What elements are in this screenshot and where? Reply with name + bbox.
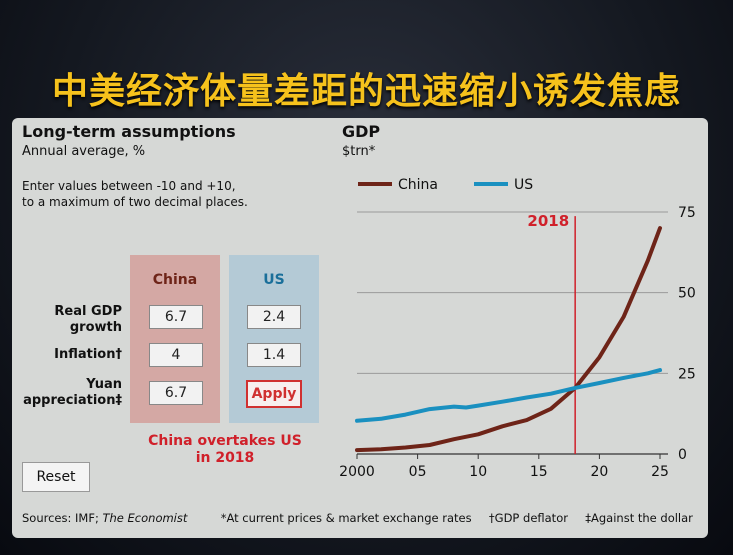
sources-prefix: Sources: IMF; — [22, 511, 103, 525]
footnote-against-dollar: ‡Against the dollar — [585, 511, 693, 525]
footer: Sources: IMF; The Economist *At current … — [22, 511, 693, 525]
china-column-header: China — [152, 272, 198, 288]
x-tick-label-2015: 15 — [530, 464, 548, 480]
y-tick-label-0: 0 — [678, 447, 687, 463]
footnote-gdp-deflator: †GDP deflator — [488, 511, 568, 525]
x-tick-label-2010: 10 — [469, 464, 487, 480]
footnote-current-prices: *At current prices & market exchange rat… — [220, 511, 472, 525]
marker-label-2018: 2018 — [527, 212, 569, 230]
apply-button[interactable]: Apply — [246, 380, 302, 408]
x-tick-label-2020: 20 — [590, 464, 608, 480]
instructions-line-1: Enter values between -10 and +10, — [22, 179, 236, 193]
legend-label-china: China — [398, 177, 438, 193]
y-tick-label-50: 50 — [678, 286, 696, 302]
row-label-gdp-growth: Real GDP growth — [54, 304, 122, 335]
y-tick-label-75: 75 — [678, 205, 696, 221]
legend-label-us: US — [514, 177, 533, 193]
us-gdp-growth-input[interactable]: 2.4 — [247, 305, 301, 329]
sources-italic: The Economist — [102, 511, 188, 525]
chart-unit: $trn* — [342, 144, 376, 159]
china-gdp-growth-input[interactable]: 6.7 — [149, 305, 203, 329]
reset-button[interactable]: Reset — [22, 462, 90, 492]
china-yuan-appreciation-input[interactable]: 6.7 — [149, 381, 203, 405]
row-label-inflation: Inflation† — [54, 347, 122, 362]
gdp-panel: Long-term assumptions Annual average, % … — [12, 118, 708, 538]
assumptions-subtitle: Annual average, % — [22, 144, 146, 159]
row-label-yuan-appreciation: Yuan appreciation‡ — [23, 377, 122, 408]
us-inflation-input[interactable]: 1.4 — [247, 343, 301, 367]
us-column-header: US — [263, 272, 285, 288]
x-tick-label-2025: 25 — [651, 464, 669, 480]
assumptions-title: Long-term assumptions — [22, 122, 236, 141]
series-line-china — [355, 226, 662, 453]
x-tick-label-2000: 2000 — [339, 464, 375, 480]
x-tick-label-2005: 05 — [409, 464, 427, 480]
chart-title: GDP — [342, 122, 381, 141]
instructions-line-2: to a maximum of two decimal places. — [22, 195, 248, 209]
china-inflation-input[interactable]: 4 — [149, 343, 203, 367]
result-text: China overtakes US in 2018 — [148, 433, 302, 466]
y-tick-label-25: 25 — [678, 366, 696, 382]
gdp-chart: 0 25 50 75 2000 05 10 15 20 25 2018 China US — [339, 177, 696, 480]
slide-title: 中美经济体量差距的迅速缩小诱发焦虑 — [51, 71, 681, 112]
series-line-us — [355, 368, 662, 423]
instructions: Enter values between -10 and +10, to a m… — [22, 178, 302, 210]
